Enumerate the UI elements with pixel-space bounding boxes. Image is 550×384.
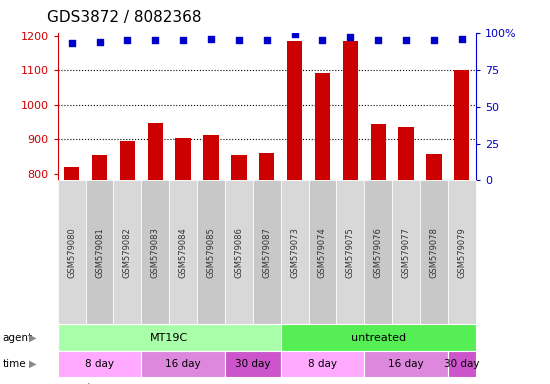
- Point: [123, 37, 132, 43]
- Point: [458, 35, 466, 41]
- Bar: [454, 70, 470, 180]
- Text: GSM579078: GSM579078: [430, 227, 438, 278]
- Text: GSM579073: GSM579073: [290, 227, 299, 278]
- Point: [234, 37, 243, 43]
- Text: 30 day: 30 day: [444, 359, 480, 369]
- Point: [207, 35, 216, 41]
- Text: GSM579076: GSM579076: [373, 227, 383, 278]
- Bar: [259, 153, 274, 180]
- Text: GSM579085: GSM579085: [206, 227, 216, 278]
- Text: GSM579084: GSM579084: [179, 227, 188, 278]
- Text: ■: ■: [44, 382, 56, 384]
- Point: [374, 37, 383, 43]
- Point: [318, 37, 327, 43]
- Bar: [231, 155, 246, 180]
- Bar: [426, 154, 442, 180]
- Text: GDS3872 / 8082368: GDS3872 / 8082368: [47, 10, 201, 25]
- Point: [290, 31, 299, 37]
- Text: 8 day: 8 day: [308, 359, 337, 369]
- Bar: [315, 73, 330, 180]
- Text: 8 day: 8 day: [85, 359, 114, 369]
- Point: [346, 34, 355, 40]
- Point: [179, 37, 188, 43]
- Text: GSM579079: GSM579079: [457, 227, 466, 278]
- Text: agent: agent: [3, 333, 33, 343]
- Point: [430, 37, 438, 43]
- Text: GSM579074: GSM579074: [318, 227, 327, 278]
- Bar: [175, 138, 191, 180]
- Text: GSM579087: GSM579087: [262, 227, 271, 278]
- Text: GSM579083: GSM579083: [151, 227, 160, 278]
- Text: 30 day: 30 day: [235, 359, 271, 369]
- Text: MT19C: MT19C: [150, 333, 188, 343]
- Text: ▶: ▶: [29, 333, 36, 343]
- Text: untreated: untreated: [351, 333, 406, 343]
- Bar: [204, 135, 219, 180]
- Point: [151, 37, 160, 43]
- Text: 16 day: 16 day: [166, 359, 201, 369]
- Text: ▶: ▶: [29, 359, 36, 369]
- Bar: [371, 124, 386, 180]
- Text: GSM579082: GSM579082: [123, 227, 132, 278]
- Bar: [287, 41, 303, 180]
- Point: [95, 38, 104, 45]
- Point: [262, 37, 271, 43]
- Bar: [398, 126, 414, 180]
- Bar: [92, 155, 107, 180]
- Text: GSM579081: GSM579081: [95, 227, 104, 278]
- Text: count: count: [60, 383, 92, 384]
- Text: time: time: [3, 359, 26, 369]
- Text: GSM579086: GSM579086: [234, 227, 244, 278]
- Bar: [147, 123, 163, 180]
- Point: [67, 40, 76, 46]
- Text: GSM579075: GSM579075: [346, 227, 355, 278]
- Point: [402, 37, 410, 43]
- Bar: [64, 167, 79, 180]
- Text: GSM579080: GSM579080: [67, 227, 76, 278]
- Bar: [120, 141, 135, 180]
- Bar: [343, 41, 358, 180]
- Text: GSM579077: GSM579077: [402, 227, 411, 278]
- Text: 16 day: 16 day: [388, 359, 424, 369]
